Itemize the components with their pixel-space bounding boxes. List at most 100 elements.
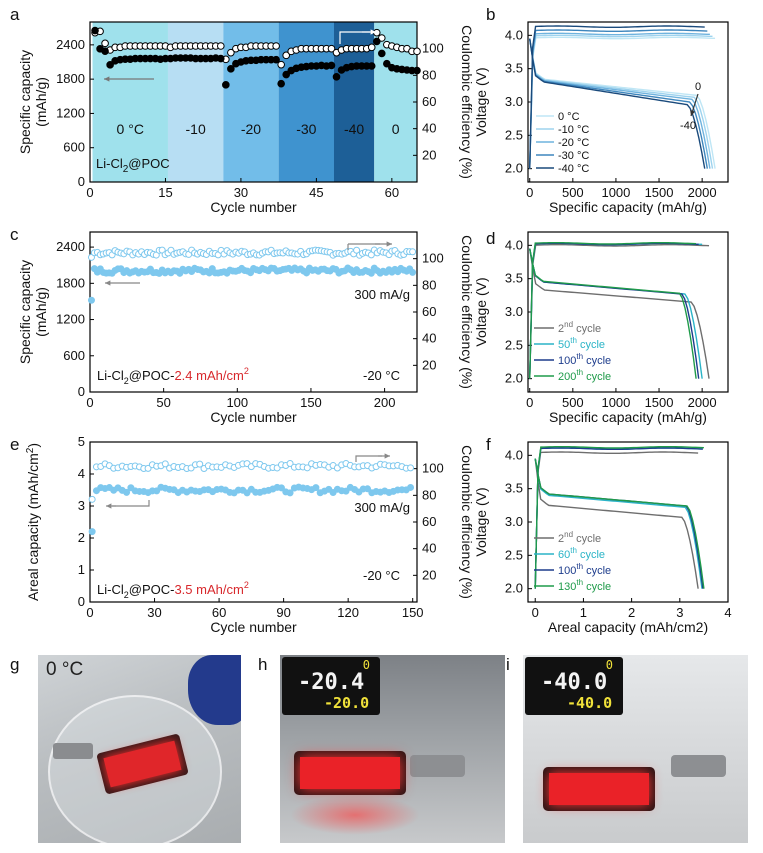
annotation-label: Li-Cl2@POC-2.4 mAh/cm2 — [97, 366, 249, 386]
ce-point — [303, 464, 311, 472]
x-tick-label: 0 — [532, 605, 539, 620]
annotation-sup: 2 — [244, 366, 249, 376]
y-tick-label: 0 — [78, 594, 85, 609]
capacity-point — [409, 268, 417, 276]
y-tick-label: 2.0 — [505, 581, 523, 596]
y-tick-label: 1200 — [56, 105, 85, 120]
y-axis-label-sup: 2 — [25, 447, 36, 453]
legend-entry: 130th cycle — [558, 578, 611, 593]
legend-entry: -40 °C — [558, 163, 589, 175]
curve-annotation: 0 — [695, 81, 701, 93]
legend-text: cycle — [573, 533, 601, 545]
ce-point — [161, 460, 169, 468]
legend-num: 200 — [558, 371, 576, 383]
discharge-curve — [529, 248, 710, 379]
x-tick-label: 50 — [156, 395, 170, 410]
ce-point — [227, 48, 235, 57]
annotation-part: @POC- — [129, 582, 175, 597]
y-axis-label: Specific capacity(mAh/g) — [17, 260, 49, 364]
capacity-point — [327, 61, 336, 70]
ce-point — [353, 246, 361, 254]
x-axis-label: Specific capacity (mAh/g) — [549, 199, 707, 215]
charge-curve — [534, 447, 703, 589]
zone-label: -10 — [186, 121, 206, 137]
x-tick-label: 0 — [86, 185, 93, 200]
capacity-point — [413, 66, 421, 75]
legend-entry: 50th cycle — [558, 336, 605, 351]
x-tick-label: 2000 — [688, 395, 717, 410]
zone-label: 0 °C — [117, 121, 144, 137]
y2-tick-label: 20 — [422, 567, 436, 582]
ce-point — [196, 460, 204, 468]
x-tick-label: 3 — [676, 605, 683, 620]
ce-point — [413, 47, 421, 56]
y-tick-label: 3.5 — [505, 271, 523, 286]
x-tick-label: 500 — [562, 185, 584, 200]
y-tick-label: 1800 — [56, 275, 85, 290]
x-tick-label: 1500 — [645, 185, 674, 200]
y-tick-label: 4 — [78, 466, 85, 481]
ce-point — [144, 464, 152, 472]
x-tick-label: 15 — [158, 185, 172, 200]
curve-annotation: -40 — [680, 120, 696, 132]
capacity-point — [364, 485, 372, 493]
photo-g: 0 °C — [38, 655, 241, 843]
capacity-point — [282, 70, 291, 79]
zone-label: -30 — [296, 121, 316, 137]
charge-curve — [529, 36, 716, 169]
legend-sup: th — [576, 352, 583, 361]
figure-svg: 0 °C -10 -20 -30 -40 00 15 30 45 6006001200180024… — [10, 5, 732, 635]
capacity-point — [87, 296, 95, 304]
y2-tick-label: 40 — [422, 121, 436, 136]
y2-tick-label: 60 — [422, 304, 436, 319]
discharge-curve — [534, 458, 705, 589]
capacity-point — [383, 59, 391, 68]
y-axis-label-line: Voltage (V) — [473, 277, 489, 346]
y-tick-label: 0 — [78, 384, 85, 399]
led-panel — [543, 767, 655, 811]
x-axis-label: Areal capacity (mAh/cm2) — [548, 619, 708, 635]
charge-curve — [529, 25, 705, 169]
legend-entry: -30 °C — [558, 150, 589, 162]
rate-label: 300 mA/g — [354, 287, 410, 302]
annotation-label: Li-Cl2@POC-3.5 mAh/cm2 — [97, 580, 249, 600]
x-tick-label: 90 — [276, 605, 290, 620]
y-tick-label: 4.0 — [505, 237, 523, 252]
charge-curve — [529, 242, 699, 379]
legend-sup: nd — [564, 320, 573, 329]
y2-tick-label: 60 — [422, 514, 436, 529]
charge-curve — [529, 242, 703, 379]
zone-label: -20 — [241, 121, 261, 137]
charge-curve — [529, 32, 710, 169]
arrow-head — [370, 29, 376, 35]
legend-entry: 2nd cycle — [558, 320, 601, 335]
legend-num: 100 — [558, 565, 576, 577]
capacity-point — [286, 489, 294, 497]
capacity-point — [101, 47, 109, 55]
annotation-sub: 2 — [124, 376, 129, 386]
charge-curve — [529, 34, 713, 169]
capacity-point — [277, 484, 285, 492]
y-axis-label-line: Specific capacity — [17, 50, 33, 154]
y-tick-label: 0 — [78, 174, 85, 189]
y-tick-label: 1 — [78, 562, 85, 577]
display-sub: -20.0 — [324, 694, 370, 712]
legend-num: 50 — [558, 339, 570, 351]
y2-tick-label: 40 — [422, 331, 436, 346]
annotation-sub: 2 — [124, 590, 129, 600]
legend-num: 100 — [558, 355, 576, 367]
display-sub: -40.0 — [567, 694, 613, 712]
legend-num: 130 — [558, 581, 576, 593]
y-tick-label: 2.0 — [505, 161, 523, 176]
panel-d: 0 500 1000 1500 2000 2.0 2.5 3.0 3.5 4.0 Specific … — [473, 231, 729, 425]
discharge-curve — [529, 38, 714, 169]
panel-letter-d: d — [486, 229, 495, 248]
legend-num: 2 — [558, 323, 564, 335]
capacity-point — [91, 26, 99, 35]
arrow-line — [339, 31, 370, 44]
legend-sup: th — [576, 562, 583, 571]
legend-entry: 100th cycle — [558, 352, 611, 367]
panel-letter-g: g — [10, 655, 20, 674]
x-tick-label: 2 — [628, 605, 635, 620]
arrow-head — [690, 110, 696, 116]
